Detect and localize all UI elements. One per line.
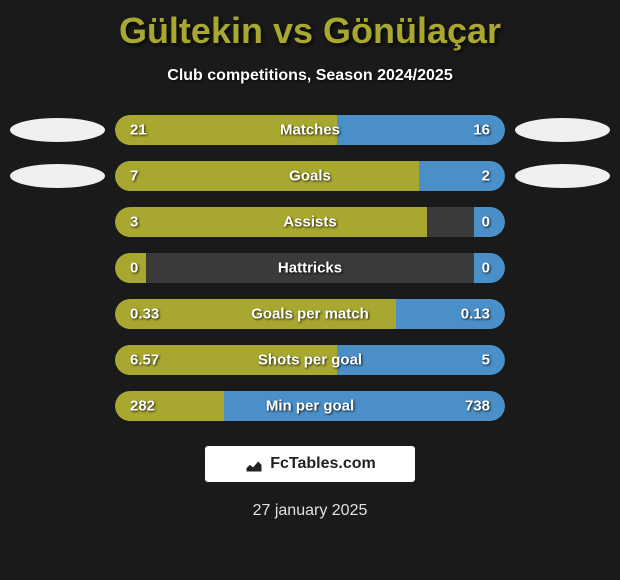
bar-left-fill <box>115 161 419 191</box>
player-right-oval <box>515 118 610 142</box>
subtitle: Club competitions, Season 2024/2025 <box>0 67 620 85</box>
stat-row: 6.57 Shots per goal 5 <box>10 345 610 375</box>
player-left-oval <box>10 118 105 142</box>
stat-value-left: 7 <box>130 168 138 185</box>
stat-row: 3 Assists 0 <box>10 207 610 237</box>
stat-value-right: 0 <box>482 214 490 231</box>
stat-bar: 282 Min per goal 738 <box>115 391 505 421</box>
bar-left-fill <box>115 207 427 237</box>
stat-value-right: 5 <box>482 352 490 369</box>
stat-value-left: 282 <box>130 398 155 415</box>
stat-bar: 21 Matches 16 <box>115 115 505 145</box>
stat-bar: 0 Hattricks 0 <box>115 253 505 283</box>
stat-value-right: 2 <box>482 168 490 185</box>
stat-row: 0.33 Goals per match 0.13 <box>10 299 610 329</box>
stat-bar: 3 Assists 0 <box>115 207 505 237</box>
branding-text: FcTables.com <box>270 455 376 473</box>
chart-icon <box>244 454 264 474</box>
bar-right-fill <box>337 345 505 375</box>
stat-bar: 0.33 Goals per match 0.13 <box>115 299 505 329</box>
stat-row: 21 Matches 16 <box>10 115 610 145</box>
stat-value-right: 0.13 <box>461 306 490 323</box>
stat-value-left: 0.33 <box>130 306 159 323</box>
stat-label: Shots per goal <box>258 352 362 369</box>
stat-label: Assists <box>283 214 336 231</box>
stat-label: Goals <box>289 168 331 185</box>
date-label: 27 january 2025 <box>0 502 620 520</box>
stat-row: 282 Min per goal 738 <box>10 391 610 421</box>
stat-label: Matches <box>280 122 340 139</box>
stat-bar: 7 Goals 2 <box>115 161 505 191</box>
stat-value-right: 0 <box>482 260 490 277</box>
stat-label: Min per goal <box>266 398 354 415</box>
bar-right-fill <box>419 161 505 191</box>
stat-value-left: 3 <box>130 214 138 231</box>
stat-label: Hattricks <box>278 260 342 277</box>
player-left-oval <box>10 164 105 188</box>
stat-row: 0 Hattricks 0 <box>10 253 610 283</box>
page-title: Gültekin vs Gönülaçar <box>0 0 620 52</box>
stat-bar: 6.57 Shots per goal 5 <box>115 345 505 375</box>
stat-row: 7 Goals 2 <box>10 161 610 191</box>
comparison-chart: 21 Matches 16 7 Goals 2 3 Assists 0 0 Hattricks 0 0.… <box>0 115 620 421</box>
player-right-oval <box>515 164 610 188</box>
stat-value-right: 16 <box>473 122 490 139</box>
stat-value-left: 0 <box>130 260 138 277</box>
stat-value-right: 738 <box>465 398 490 415</box>
stat-label: Goals per match <box>251 306 369 323</box>
stat-value-left: 21 <box>130 122 147 139</box>
stat-value-left: 6.57 <box>130 352 159 369</box>
branding-badge: FcTables.com <box>205 446 415 482</box>
